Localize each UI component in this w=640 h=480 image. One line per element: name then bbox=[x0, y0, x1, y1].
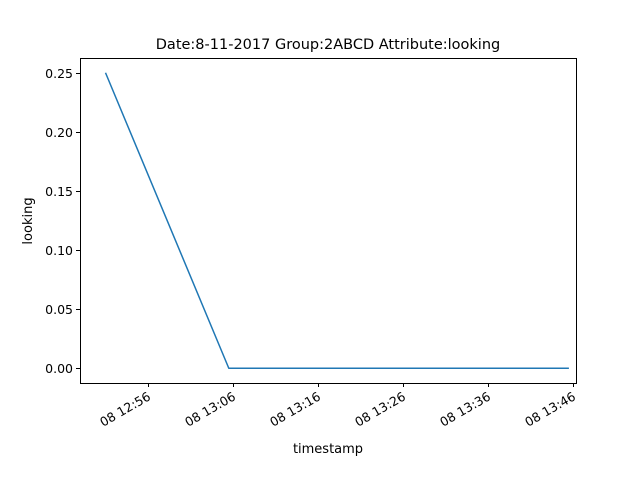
y-axis-label: looking bbox=[21, 197, 36, 244]
x-tick-label: 08 13:16 bbox=[267, 389, 323, 430]
x-tick-label: 08 12:56 bbox=[97, 389, 153, 430]
plot-frame bbox=[80, 58, 577, 384]
y-tick-label: 0.20 bbox=[45, 125, 73, 140]
x-axis-label: timestamp bbox=[293, 442, 363, 457]
x-tick-label: 08 13:36 bbox=[437, 389, 493, 430]
y-tick-label: 0.10 bbox=[45, 243, 73, 258]
chart-title: Date:8-11-2017 Group:2ABCD Attribute:loo… bbox=[156, 37, 500, 53]
y-tick-label: 0.25 bbox=[45, 66, 73, 81]
y-tick-label: 0.15 bbox=[45, 184, 73, 199]
y-tick-label: 0.05 bbox=[45, 302, 73, 317]
y-axis: 0.00 0.05 0.10 0.15 0.20 0.25 bbox=[45, 66, 80, 376]
plot-area bbox=[80, 58, 577, 384]
x-tick-label: 08 13:06 bbox=[182, 389, 238, 430]
x-axis: 08 12:56 08 13:06 08 13:16 08 13:26 08 13:36… bbox=[97, 383, 578, 430]
series-line bbox=[104, 72, 569, 369]
x-tick-label: 08 13:46 bbox=[522, 389, 578, 430]
y-tick-label: 0.00 bbox=[45, 361, 73, 376]
x-tick-label: 08 13:26 bbox=[352, 389, 408, 430]
